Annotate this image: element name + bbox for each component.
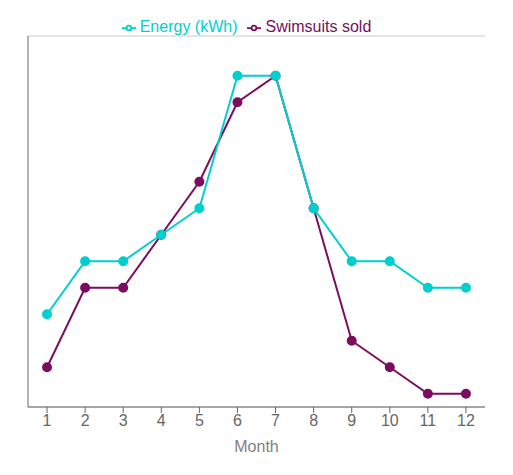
svg-text:5: 5 bbox=[195, 412, 204, 429]
svg-text:1: 1 bbox=[43, 412, 52, 429]
svg-text:6: 6 bbox=[233, 412, 242, 429]
svg-text:3: 3 bbox=[119, 412, 128, 429]
svg-text:8: 8 bbox=[309, 412, 318, 429]
svg-text:9: 9 bbox=[347, 412, 356, 429]
svg-text:7: 7 bbox=[271, 412, 280, 429]
html-text:Swimsuits sold: Swimsuits sold bbox=[265, 18, 372, 35]
svg-text:4: 4 bbox=[157, 412, 166, 429]
svg-text:10: 10 bbox=[381, 412, 399, 429]
svg-text:2: 2 bbox=[81, 412, 90, 429]
svg-text:11: 11 bbox=[420, 412, 437, 429]
svg-text:12: 12 bbox=[457, 412, 475, 429]
svg-text:Month: Month bbox=[234, 438, 278, 455]
html-text:Energy (kWh): Energy (kWh) bbox=[139, 18, 238, 35]
